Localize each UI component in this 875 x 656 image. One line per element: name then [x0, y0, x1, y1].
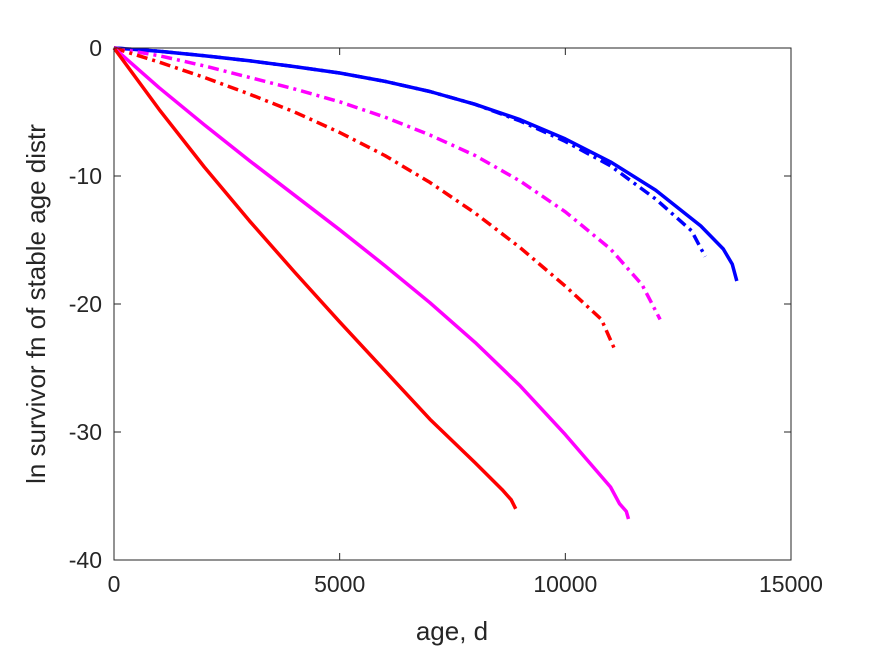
- y-axis-label: ln survivor fn of stable age distr: [21, 124, 51, 484]
- x-tick-label: 5000: [314, 571, 365, 597]
- series-layer: [112, 46, 739, 520]
- x-axis-label: age, d: [416, 616, 488, 646]
- y-tick-label: -10: [69, 163, 102, 189]
- series-line-2: [113, 46, 707, 258]
- plot-background: [114, 48, 791, 560]
- x-tick-label: 0: [108, 571, 121, 597]
- series-line-5: [112, 46, 631, 520]
- series-line-4: [113, 46, 617, 351]
- y-tick-label: -30: [69, 419, 102, 445]
- y-tick-label: 0: [89, 35, 102, 61]
- series-line-6: [112, 46, 518, 510]
- x-tick-label: 10000: [533, 571, 597, 597]
- y-tick-label: -20: [69, 291, 102, 317]
- x-tick-label: 15000: [759, 571, 823, 597]
- y-tick-label: -40: [69, 547, 102, 573]
- series-line-3: [113, 46, 662, 321]
- ticks-layer: [113, 47, 792, 561]
- tick-labels-layer: 0 5000 10000 15000 0 -10 -20 -30 -40: [69, 35, 823, 597]
